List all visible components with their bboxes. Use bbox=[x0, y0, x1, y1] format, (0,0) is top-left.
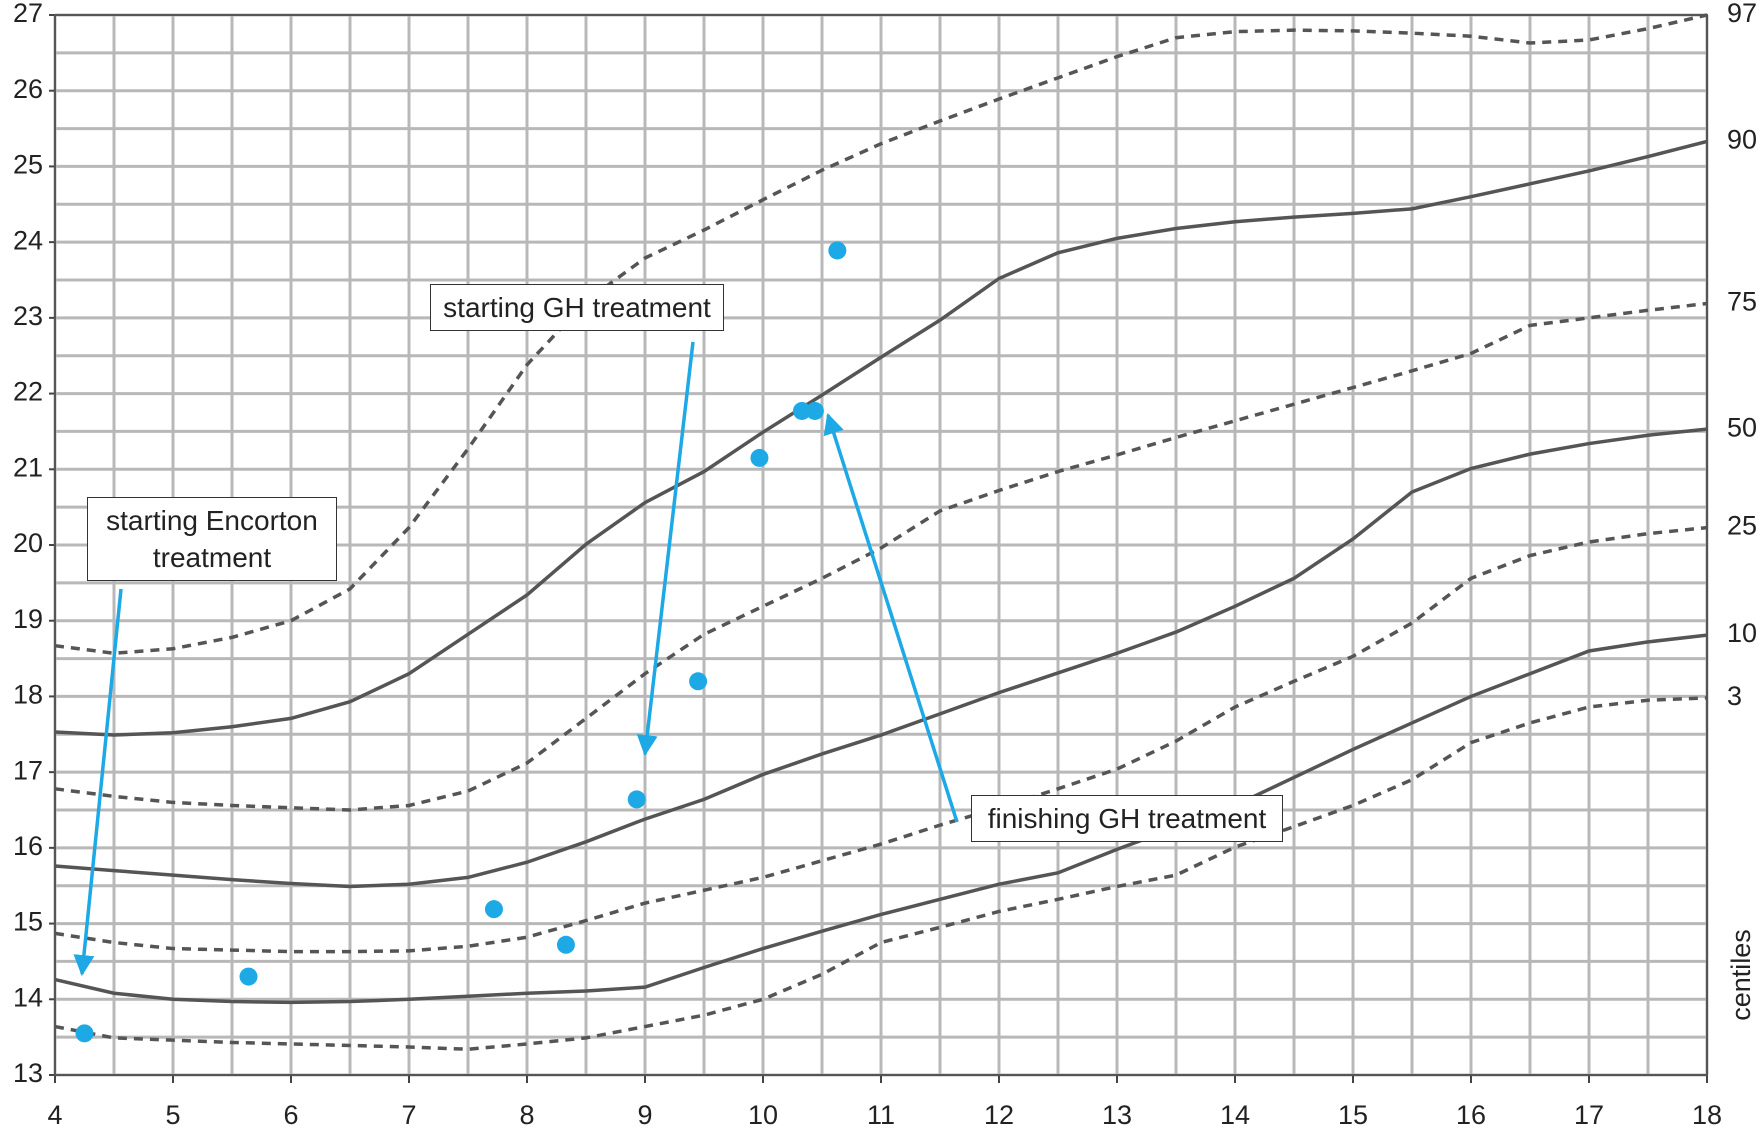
plot-frame bbox=[54, 14, 1708, 1076]
centile-label: 90 bbox=[1727, 125, 1757, 155]
centile-label: 50 bbox=[1727, 412, 1757, 442]
centile-line bbox=[54, 696, 1708, 1052]
arrow bbox=[73, 588, 123, 977]
y-tick-label: 20 bbox=[13, 528, 43, 558]
data-point bbox=[750, 448, 769, 467]
x-tick-label: 6 bbox=[283, 1100, 298, 1130]
x-tick-label: 13 bbox=[1102, 1100, 1132, 1130]
x-tick-label: 9 bbox=[637, 1100, 652, 1130]
points bbox=[75, 241, 847, 1043]
data-point bbox=[805, 401, 824, 420]
x-tick-label: 16 bbox=[1456, 1100, 1486, 1130]
y-tick-label: 26 bbox=[13, 74, 43, 104]
data-point bbox=[689, 672, 708, 691]
data-point bbox=[792, 401, 811, 420]
centile-line bbox=[54, 525, 1708, 954]
y-tick-label: 25 bbox=[13, 150, 43, 180]
y-tick-label: 14 bbox=[13, 982, 43, 1012]
data-point bbox=[484, 900, 503, 919]
x-tick-label: 15 bbox=[1338, 1100, 1368, 1130]
x-tick-label: 8 bbox=[519, 1100, 534, 1130]
right-axis-label: centiles bbox=[1726, 929, 1756, 1021]
centile-label: 97 bbox=[1727, 0, 1757, 28]
annotation: finishing GH treatment bbox=[971, 795, 1283, 842]
arrows bbox=[73, 341, 959, 977]
y-tick-label: 17 bbox=[13, 755, 43, 785]
y-tick-label: 16 bbox=[13, 831, 43, 861]
data-point bbox=[239, 967, 258, 986]
x-tick-label: 4 bbox=[47, 1100, 62, 1130]
centile-label: 3 bbox=[1727, 681, 1742, 711]
x-tick-label: 10 bbox=[748, 1100, 778, 1130]
y-tick-label: 21 bbox=[13, 452, 43, 482]
centile-label: 25 bbox=[1727, 511, 1757, 541]
data-point bbox=[627, 790, 646, 809]
centile-line bbox=[54, 139, 1708, 737]
centile-line bbox=[54, 13, 1708, 656]
x-tick-label: 7 bbox=[401, 1100, 416, 1130]
y-tick-label: 23 bbox=[13, 301, 43, 331]
y-tick-label: 22 bbox=[13, 377, 43, 407]
arrow bbox=[823, 412, 959, 823]
x-tick-label: 11 bbox=[867, 1100, 895, 1130]
x-tick-label: 14 bbox=[1220, 1100, 1250, 1130]
x-tick-label: 5 bbox=[165, 1100, 180, 1130]
y-tick-label: 13 bbox=[13, 1058, 43, 1088]
grid: 4 5 6 7 8 9 10 11 12 13 14 15 16 17 18 13 14 15 16 17 18 19 20… bbox=[13, 0, 1722, 1130]
centile-label: 10 bbox=[1727, 618, 1757, 648]
x-tick-label: 17 bbox=[1574, 1100, 1604, 1130]
centile-curves: 97 90 75 50 25 10 3 bbox=[54, 0, 1757, 1052]
data-point bbox=[75, 1024, 94, 1043]
data-point bbox=[556, 935, 575, 954]
centile-label: 75 bbox=[1727, 287, 1757, 317]
annotation: starting GH treatment bbox=[430, 284, 724, 331]
annotation: starting Encorton treatment bbox=[87, 497, 337, 581]
y-tick-label: 24 bbox=[13, 225, 43, 255]
x-tick-label: 12 bbox=[984, 1100, 1014, 1130]
y-tick-label: 18 bbox=[13, 680, 43, 710]
x-tick-label: 18 bbox=[1692, 1100, 1722, 1130]
centile-line bbox=[54, 427, 1708, 889]
y-tick-label: 19 bbox=[13, 604, 43, 634]
centile-line bbox=[54, 633, 1708, 1005]
y-tick-label: 15 bbox=[13, 907, 43, 937]
y-tick-label: 27 bbox=[13, 0, 43, 28]
centile-line bbox=[54, 301, 1708, 812]
arrow bbox=[636, 341, 695, 757]
data-point bbox=[828, 241, 847, 260]
